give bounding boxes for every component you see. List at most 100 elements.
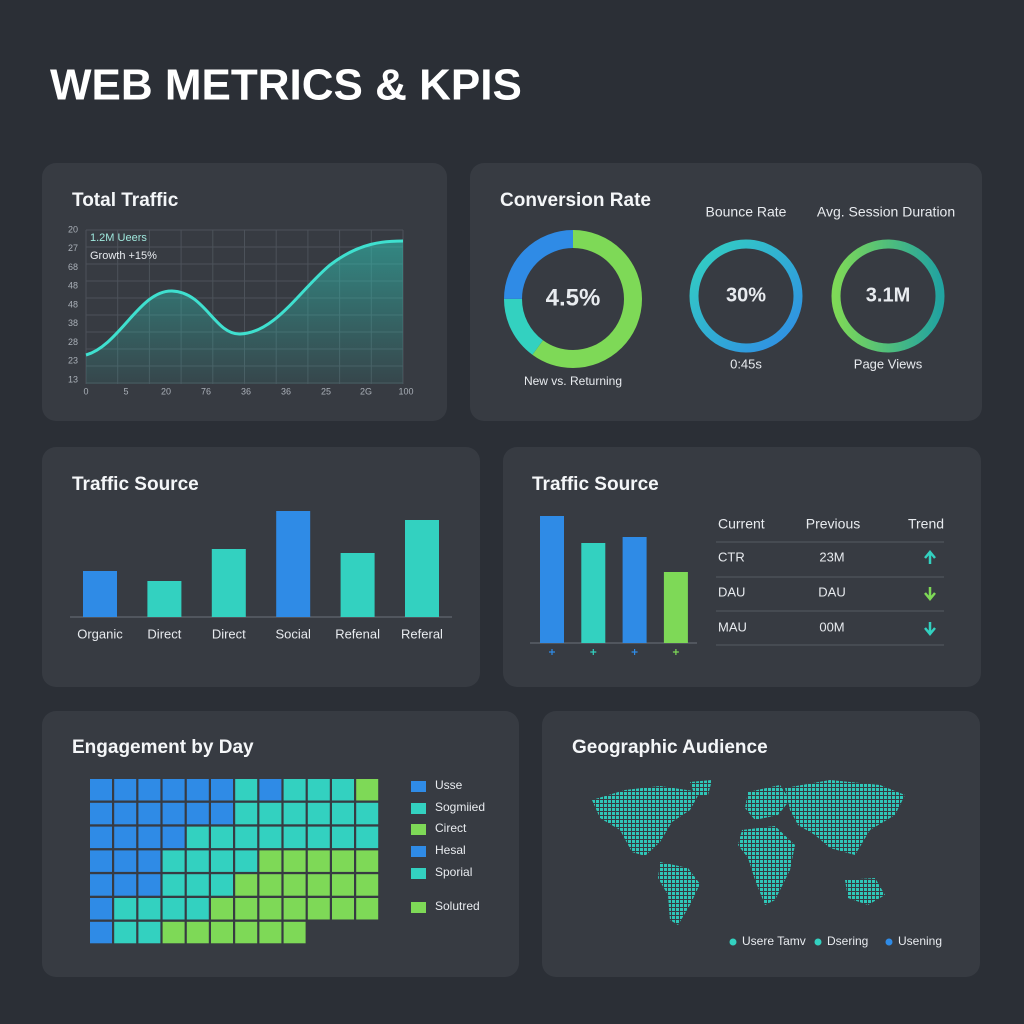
heat-cell bbox=[235, 850, 258, 872]
heat-cell bbox=[283, 826, 306, 849]
heat-cell bbox=[283, 898, 306, 920]
x-tick-label: 25 bbox=[321, 386, 331, 396]
cell: MAU bbox=[718, 619, 747, 634]
heat-cell bbox=[90, 898, 112, 920]
cell: DAU bbox=[818, 584, 845, 599]
panel-title: Geographic Audience bbox=[572, 737, 768, 758]
bar bbox=[663, 572, 688, 643]
heat-cell bbox=[138, 802, 161, 825]
heat-cell bbox=[114, 898, 137, 920]
x-tick-label: 20 bbox=[161, 386, 171, 396]
bar-label: Referal bbox=[401, 626, 443, 641]
heat-cell bbox=[283, 874, 306, 896]
trend-arrow bbox=[924, 587, 936, 601]
panel bbox=[503, 447, 981, 687]
legend-swatch bbox=[411, 846, 426, 857]
heat-cell bbox=[186, 874, 209, 896]
bar bbox=[540, 516, 564, 643]
legend-dot bbox=[729, 938, 737, 946]
bar-marker bbox=[631, 649, 638, 655]
bar bbox=[340, 553, 375, 617]
heat-cell bbox=[138, 826, 161, 849]
bar-marker bbox=[549, 649, 555, 655]
heat-cell bbox=[114, 874, 137, 896]
kpi-label: Avg. Session Duration bbox=[817, 204, 955, 220]
heat-cell bbox=[90, 874, 112, 896]
legend-swatch bbox=[411, 824, 426, 835]
heat-cell bbox=[259, 779, 282, 801]
panel-title: Engagement by Day bbox=[72, 737, 254, 758]
heat-cell bbox=[138, 921, 161, 944]
cell: CTR bbox=[718, 549, 745, 564]
heat-cell bbox=[162, 874, 185, 896]
x-tick-label: 76 bbox=[201, 386, 211, 396]
heat-cell bbox=[162, 898, 185, 920]
heat-cell bbox=[186, 898, 209, 920]
heat-cell bbox=[114, 850, 137, 872]
heat-cell bbox=[356, 874, 379, 896]
legend-swatch bbox=[411, 781, 426, 792]
trend-arrow bbox=[924, 622, 936, 636]
heat-cell bbox=[307, 826, 330, 849]
heat-cell bbox=[138, 874, 161, 896]
column-header: Previous bbox=[806, 516, 860, 532]
heat-cell bbox=[235, 921, 258, 944]
legend-text: Usening bbox=[898, 934, 942, 948]
heat-cell bbox=[332, 826, 354, 849]
legend-text: Cirect bbox=[435, 821, 467, 835]
heat-cell bbox=[114, 826, 137, 849]
legend-text: 1.2M Ueers bbox=[90, 232, 147, 244]
heat-cell bbox=[283, 850, 306, 872]
kpi-value: 30% bbox=[726, 284, 766, 306]
heat-cell bbox=[211, 802, 233, 825]
heat-cell bbox=[259, 874, 282, 896]
heat-cell bbox=[259, 921, 282, 944]
legend-swatch bbox=[411, 902, 426, 913]
traffic-area bbox=[86, 241, 403, 384]
heat-cell bbox=[90, 802, 112, 825]
heat-cell bbox=[211, 850, 233, 872]
y-tick-label: 48 bbox=[68, 299, 78, 309]
legend-text: Dsering bbox=[827, 934, 868, 948]
heat-cell bbox=[259, 826, 282, 849]
heat-cell bbox=[356, 826, 379, 849]
donut-value: 4.5% bbox=[546, 284, 601, 311]
heat-cell bbox=[356, 850, 379, 872]
cell: 23M bbox=[819, 549, 844, 564]
legend-dot bbox=[814, 938, 822, 946]
heat-cell bbox=[211, 826, 233, 849]
kpi-label: Bounce Rate bbox=[706, 204, 787, 220]
legend-text: Hesal bbox=[435, 843, 466, 857]
heat-cell bbox=[332, 898, 354, 920]
heat-cell bbox=[283, 779, 306, 801]
legend-swatch bbox=[411, 803, 426, 814]
bar-label: Refenal bbox=[335, 626, 380, 641]
heat-cell bbox=[114, 921, 137, 944]
legend-text: Usere Tamv bbox=[742, 934, 806, 948]
y-tick-label: 27 bbox=[68, 243, 78, 253]
heat-cell bbox=[332, 874, 354, 896]
heat-cell bbox=[283, 802, 306, 825]
x-tick-label: 36 bbox=[281, 386, 291, 396]
y-tick-label: 20 bbox=[68, 224, 78, 234]
column-header: Trend bbox=[908, 516, 944, 532]
bar bbox=[276, 511, 311, 617]
donut-segment bbox=[504, 230, 642, 368]
bar bbox=[405, 520, 439, 617]
heat-cell bbox=[186, 850, 209, 872]
heat-cell bbox=[138, 850, 161, 872]
heat-cell bbox=[186, 779, 209, 801]
bar-label: Social bbox=[275, 626, 311, 641]
heat-cell bbox=[307, 850, 330, 872]
bar-marker bbox=[590, 649, 597, 655]
session-ring bbox=[831, 239, 945, 353]
heat-cell bbox=[307, 779, 330, 801]
page-title: WEB METRICS & KPIS bbox=[50, 61, 522, 110]
donut-caption: New vs. Returning bbox=[524, 374, 622, 388]
panel-title: Traffic Source bbox=[72, 474, 199, 495]
heat-cell bbox=[162, 921, 185, 944]
panel bbox=[42, 447, 480, 687]
x-tick-label: 2G bbox=[360, 386, 372, 396]
y-tick-label: 48 bbox=[68, 281, 78, 291]
y-tick-label: 13 bbox=[68, 374, 78, 384]
